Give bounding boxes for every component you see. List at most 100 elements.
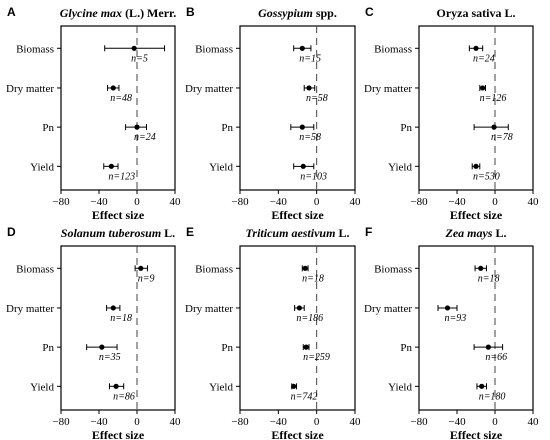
category-label: Dry matter — [185, 83, 233, 95]
panel-f: F Zea mays L. −80 −40 0 40 Effect size Biomass n… — [364, 225, 539, 440]
sample-size-label: n=24 — [473, 53, 495, 64]
category-label: Dry matter — [364, 303, 412, 315]
panel-d: D Solanum tuberosum L. −80 −40 0 40 Effect siz… — [6, 225, 181, 440]
sample-size-label: n=259 — [303, 352, 330, 363]
x-tick-label: 40 — [350, 196, 362, 208]
panel-b: B Gossypium spp. −80 −40 0 40 Effect size Bioma… — [185, 5, 361, 222]
category-label: Biomass — [374, 43, 412, 55]
panel-title: Oryza sativa L. — [437, 6, 516, 20]
category-label: Yield — [209, 161, 233, 173]
category-label: Yield — [388, 381, 412, 393]
x-tick-label: 0 — [134, 416, 140, 428]
mean-point — [300, 163, 306, 169]
panel-c: C Oryza sativa L. −80 −40 0 40 Effect size Biom… — [364, 5, 539, 222]
x-tick-label: 40 — [528, 416, 540, 428]
mean-point — [480, 85, 486, 91]
x-tick-label: 40 — [528, 196, 540, 208]
x-tick-label: −80 — [52, 196, 70, 208]
panel-e: E Triticum aestivum L. −80 −40 0 40 Effect siz… — [185, 225, 361, 440]
sample-size-label: n=58 — [306, 93, 328, 104]
x-tick-label: 0 — [314, 196, 320, 208]
mean-point — [473, 45, 479, 51]
title-authority: Oryza sativa L. — [437, 6, 516, 20]
panel-title: Solanum tuberosum L. — [61, 226, 175, 240]
mean-point — [302, 265, 308, 271]
panel-letter: A — [7, 5, 16, 19]
x-tick-label: 0 — [134, 196, 140, 208]
category-label: Dry matter — [6, 303, 54, 315]
sample-size-label: n=126 — [480, 93, 507, 104]
sample-size-label: n=180 — [479, 391, 506, 402]
mean-point — [108, 163, 114, 169]
plot-frame — [239, 245, 356, 411]
category-label: Biomass — [195, 263, 233, 275]
plot-frame — [239, 25, 356, 191]
mean-point — [134, 124, 140, 130]
mean-point — [299, 45, 305, 51]
sample-size-label: n=5 — [131, 53, 148, 64]
x-tick-label: −40 — [270, 416, 288, 428]
plot-frame — [418, 245, 534, 411]
mean-point — [444, 305, 451, 311]
mean-point — [291, 383, 297, 389]
x-tick-label: −80 — [410, 196, 428, 208]
sample-size-label: n=35 — [99, 352, 121, 363]
category-label: Yield — [388, 161, 412, 173]
x-tick-label: −40 — [448, 196, 466, 208]
x-tick-label: 40 — [170, 196, 182, 208]
title-authority: L. — [335, 226, 349, 240]
category-label: Biomass — [16, 263, 54, 275]
x-axis-title: Effect size — [271, 208, 324, 222]
sample-size-label: n=58 — [299, 132, 321, 143]
sample-size-label: n=18 — [110, 313, 132, 324]
mean-point — [296, 305, 303, 311]
category-label: Biomass — [374, 263, 412, 275]
category-label: Yield — [30, 161, 54, 173]
panel-letter: E — [186, 225, 194, 239]
sample-size-label: n=9 — [138, 273, 155, 284]
mean-point — [478, 265, 484, 271]
category-label: Pn — [221, 342, 233, 354]
sample-size-label: n=103 — [300, 171, 327, 182]
x-tick-label: −40 — [90, 196, 108, 208]
panel-letter: B — [186, 5, 195, 19]
sample-size-label: n=86 — [113, 391, 135, 402]
category-label: Pn — [221, 122, 233, 134]
x-tick-label: −40 — [270, 196, 288, 208]
x-axis-title: Effect size — [271, 428, 324, 440]
x-axis-title: Effect size — [450, 208, 503, 222]
sample-size-label: n=18 — [302, 273, 324, 284]
sample-size-label: n=530 — [473, 171, 500, 182]
x-axis-title: Effect size — [92, 428, 145, 440]
mean-point — [473, 163, 479, 169]
x-tick-label: −80 — [410, 416, 428, 428]
category-label: Dry matter — [6, 83, 54, 95]
category-label: Pn — [42, 122, 54, 134]
title-authority: (L.) Merr. — [122, 6, 176, 20]
sample-size-label: n=24 — [134, 132, 156, 143]
plot-frame — [60, 25, 176, 191]
title-species: Gossypium — [258, 6, 313, 20]
category-label: Biomass — [16, 43, 54, 55]
x-axis-title: Effect size — [450, 428, 503, 440]
plot-frame — [60, 245, 176, 411]
mean-point — [110, 305, 116, 311]
mean-point — [138, 265, 144, 271]
x-tick-label: 0 — [492, 196, 498, 208]
title-authority: L. — [161, 226, 175, 240]
sample-size-label: n=186 — [296, 313, 323, 324]
category-label: Pn — [42, 342, 54, 354]
category-label: Pn — [400, 342, 412, 354]
title-authority: L. — [492, 226, 506, 240]
category-label: Pn — [400, 122, 412, 134]
mean-point — [131, 45, 137, 51]
sample-size-label: n=123 — [108, 171, 135, 182]
sample-size-label: n=48 — [110, 93, 132, 104]
title-species: Glycine max — [60, 6, 122, 20]
title-species: Solanum tuberosum — [61, 226, 161, 240]
x-tick-label: 40 — [170, 416, 182, 428]
title-authority: spp. — [313, 6, 337, 20]
x-tick-label: −80 — [52, 416, 70, 428]
mean-point — [113, 383, 119, 389]
